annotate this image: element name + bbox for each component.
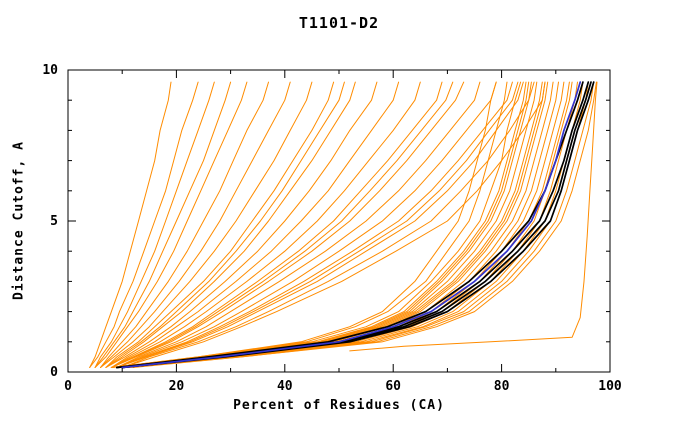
model-curve [100,81,269,368]
model-curve [94,81,215,368]
model-curve [116,81,497,368]
model-curve [94,81,232,368]
model-curve [105,81,335,368]
x-axis-label: Percent of Residues (CA) [233,398,445,413]
model-curve [110,81,508,368]
model-curve [116,81,513,368]
x-tick-label: 20 [169,379,185,394]
y-tick-label: 5 [50,214,58,229]
model-curve [100,81,313,368]
model-curve [105,81,345,368]
model-curve [116,81,524,368]
model-curve [110,81,497,368]
model-curve [89,81,199,368]
model-curve [132,81,597,368]
best-model-curve [121,81,595,369]
model-curve [105,81,356,368]
x-tick-label: 60 [385,379,401,394]
y-axis-label: Distance Cutoff, A [11,141,27,300]
model-curve [116,81,527,368]
selected-model-curve [121,81,582,369]
model-curve [100,81,291,368]
best-model-curve [115,81,584,369]
x-tick-label: 80 [494,379,510,394]
chart-title: T1101-D2 [298,14,380,32]
model-curve [110,81,400,368]
model-curve [110,81,454,368]
model-curve [94,81,248,368]
model-curve [105,81,378,368]
model-curve [89,81,172,368]
x-tick-label: 40 [277,379,293,394]
model-curve [110,81,465,368]
model-curve [121,81,535,368]
x-tick-label: 100 [598,379,622,394]
model-curve [121,81,546,368]
model-curve [116,81,519,368]
model-curve [110,81,443,368]
y-tick-label: 0 [50,365,58,380]
model-curve [110,81,522,368]
model-curve [116,81,481,368]
model-curve [127,81,595,368]
model-curve [110,81,421,368]
x-tick-label: 0 [64,379,72,394]
outlier-model-curve [349,81,598,352]
y-tick-label: 10 [42,63,58,78]
